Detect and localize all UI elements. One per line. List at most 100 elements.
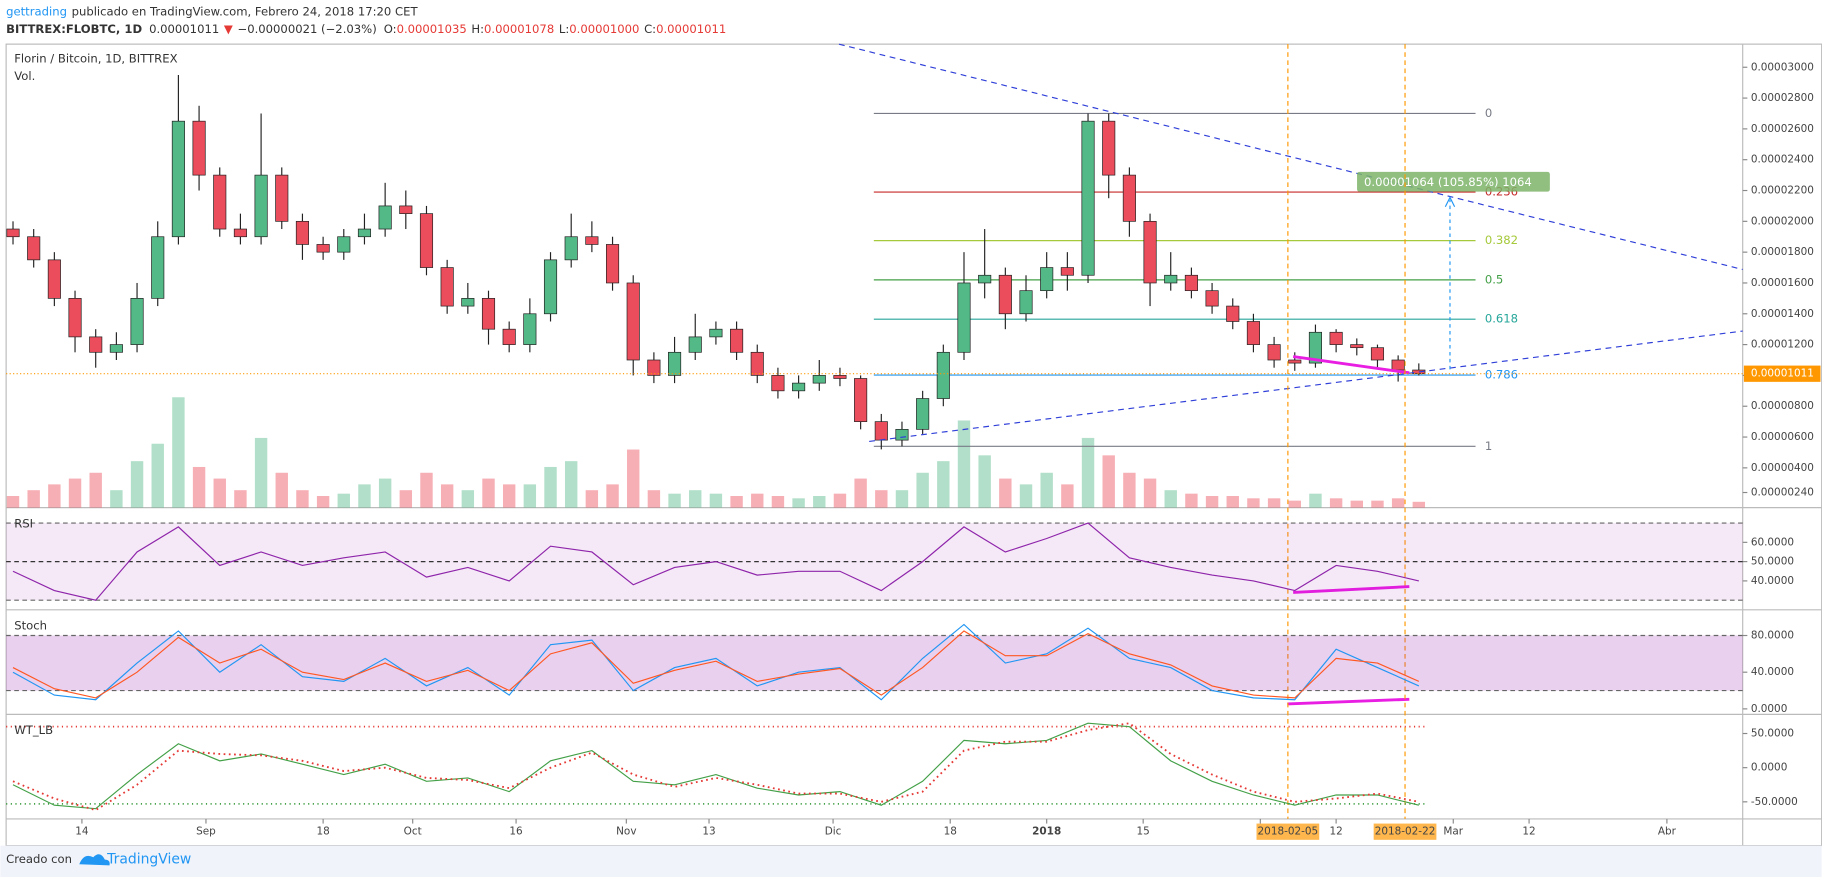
pane-title: Stoch <box>14 619 47 633</box>
y-tick-label: 50.0000 <box>1751 728 1794 740</box>
volume-bar <box>792 498 805 508</box>
fib-label: 0.382 <box>1485 233 1518 247</box>
brand[interactable]: TradingView <box>106 852 191 868</box>
c-label: C: <box>644 22 656 36</box>
y-tick-label: 40.0000 <box>1751 666 1794 678</box>
candle-body <box>543 259 558 315</box>
candle-body <box>1350 344 1364 349</box>
marker-box <box>1256 823 1320 840</box>
y-tick-label: 60.0000 <box>1751 536 1794 548</box>
x-tick-label: 18 <box>944 826 957 838</box>
volume-bar <box>6 495 20 508</box>
volume-bar <box>957 420 971 508</box>
y-tick-label: 0.00002800 <box>1751 92 1814 104</box>
candle-body <box>27 236 41 261</box>
y-tick-label: 0.00000600 <box>1751 431 1814 443</box>
x-tick-label: 2018 <box>1032 826 1061 838</box>
fib-label: 0.786 <box>1485 368 1518 382</box>
volume-bar <box>1061 484 1074 508</box>
footer <box>0 845 1822 877</box>
candle-body <box>233 228 247 238</box>
volume-bar <box>730 495 743 508</box>
volume-bar <box>1081 437 1095 508</box>
volume-bar <box>1123 472 1136 508</box>
y-tick-label: 0.00000400 <box>1751 462 1814 474</box>
volume-bar <box>1164 490 1177 508</box>
candle-body <box>151 236 165 299</box>
x-tick-label: Oct <box>404 826 422 838</box>
band <box>6 635 1743 691</box>
series-line <box>12 522 1419 601</box>
candle-body <box>1226 305 1240 322</box>
y-tick-label: 0.00001800 <box>1751 246 1814 258</box>
volume-bar <box>27 490 40 508</box>
candle-body <box>275 174 289 222</box>
candle-body <box>750 351 764 376</box>
change: −0.00000021 (−2.03%) <box>237 22 376 36</box>
y-tick-label: 40.0000 <box>1751 575 1794 587</box>
volume-bar <box>172 397 185 508</box>
candle-body <box>399 205 413 214</box>
divergence-line <box>1292 355 1410 375</box>
candle-body <box>564 236 578 261</box>
candle-body <box>419 213 434 268</box>
volume-bar <box>1412 501 1426 508</box>
volume-bar <box>378 478 392 508</box>
candle-body <box>68 298 82 338</box>
volume-bar <box>254 437 268 508</box>
published: publicado en TradingView.com, Febrero 24… <box>72 4 419 18</box>
volume-bar <box>1019 484 1033 508</box>
candle-body <box>605 244 620 284</box>
x-tick-label: Dic <box>825 826 842 838</box>
candle-body <box>647 359 661 376</box>
x-tick-label: Mar <box>1443 826 1463 838</box>
volume-bar <box>1350 500 1363 508</box>
candle-body <box>1122 174 1136 222</box>
volume-bar <box>482 478 495 508</box>
volume-bar <box>937 461 950 508</box>
candle-body <box>1246 321 1260 345</box>
footer-text: Creado con <box>6 852 72 866</box>
candle-body <box>254 174 268 238</box>
y-tick-label: 0.00000240 <box>1751 487 1814 499</box>
volume-bar <box>213 478 226 508</box>
h: 0.00001078 <box>484 22 554 36</box>
volume-bar <box>337 493 350 508</box>
y-tick-label: -50.0000 <box>1751 796 1798 808</box>
candle-body <box>192 120 206 176</box>
candle-body <box>1040 267 1054 292</box>
candle-body <box>916 398 930 430</box>
volume-bar <box>316 495 330 508</box>
volume-bar <box>151 443 164 508</box>
x-tick-label: Sep <box>196 826 216 838</box>
volume-bar <box>420 472 433 508</box>
x-tick-label: 12 <box>1329 826 1342 838</box>
candle-body <box>1391 359 1405 371</box>
volume-bar <box>647 490 661 508</box>
last: 0.00001011 <box>149 22 219 36</box>
author[interactable]: gettrading <box>6 4 67 18</box>
volume-bar <box>1247 498 1260 508</box>
volume-bar <box>1185 493 1198 508</box>
x-tick-label: Nov <box>616 826 636 838</box>
volume-bar <box>1205 495 1219 508</box>
last-price-box <box>1743 365 1821 382</box>
series-line <box>12 722 1420 812</box>
candle-body <box>1308 331 1322 364</box>
volume-bar <box>275 472 288 508</box>
candle-body <box>1060 267 1074 276</box>
volume-bar <box>110 490 123 508</box>
measure-label: 0.00001064 (105.85%) 1064 <box>1364 175 1532 189</box>
y-tick-label: 0.00002200 <box>1751 185 1814 197</box>
h-label: H: <box>471 22 484 36</box>
volume-bar <box>192 466 206 508</box>
volume-bar <box>1143 478 1157 508</box>
volume-bar <box>916 472 929 508</box>
candle-body <box>357 228 372 238</box>
volume-bar <box>564 461 578 508</box>
y-tick-label: 0.00003000 <box>1751 61 1814 73</box>
candle-body <box>1102 120 1116 176</box>
volume-bar <box>523 484 537 508</box>
candle-body <box>171 120 185 238</box>
trend-line <box>838 43 1743 271</box>
